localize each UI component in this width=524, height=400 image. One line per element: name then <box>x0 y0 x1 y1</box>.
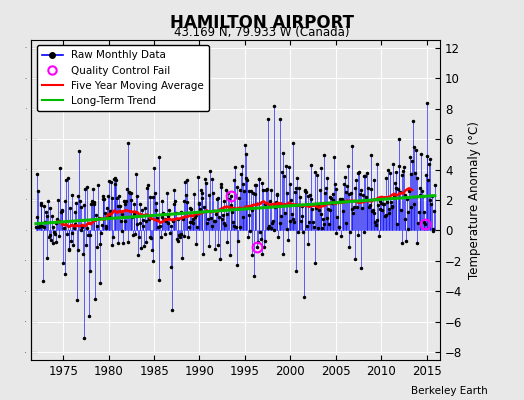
Y-axis label: Temperature Anomaly (°C): Temperature Anomaly (°C) <box>468 121 481 279</box>
Legend: Raw Monthly Data, Quality Control Fail, Five Year Moving Average, Long-Term Tren: Raw Monthly Data, Quality Control Fail, … <box>37 45 209 111</box>
Text: 43.169 N, 79.933 W (Canada): 43.169 N, 79.933 W (Canada) <box>174 26 350 39</box>
Text: HAMILTON AIRPORT: HAMILTON AIRPORT <box>170 14 354 32</box>
Text: Berkeley Earth: Berkeley Earth <box>411 386 487 396</box>
